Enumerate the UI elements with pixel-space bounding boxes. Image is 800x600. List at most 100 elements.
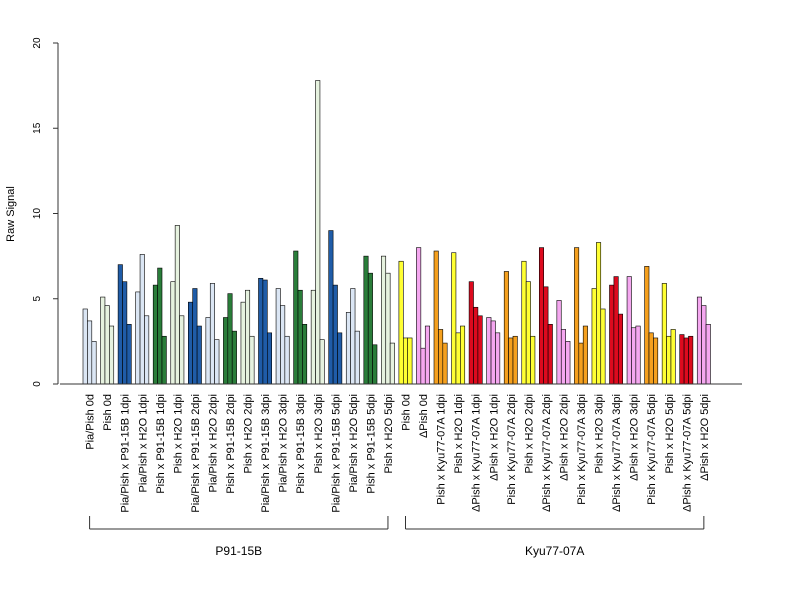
bars — [82, 80, 711, 385]
bar — [223, 317, 229, 385]
category-label: Pish x P91-15B 3dpi — [295, 394, 307, 494]
category-label: Pia/Pish x H2O 3dpi — [278, 394, 290, 492]
bar — [582, 325, 588, 385]
group-label: P91-15B — [215, 544, 262, 558]
bar — [626, 276, 632, 385]
bar — [543, 286, 549, 385]
bar — [280, 305, 286, 385]
bar — [653, 337, 659, 385]
bar — [407, 337, 413, 385]
category-label: ΔPish x Kyu77-07A 1dpi — [471, 394, 483, 512]
bar — [157, 267, 163, 385]
category-label: Pish x H2O 5dpi — [383, 394, 395, 473]
category-label: Pish x H2O 3dpi — [313, 394, 325, 473]
category-label: Pish x Kyu77-07A 1dpi — [436, 394, 448, 505]
category-label: Pish x H2O 2dpi — [523, 394, 535, 473]
bar — [310, 289, 316, 385]
bar — [416, 247, 422, 385]
bar — [161, 335, 167, 385]
category-label: Pish 0d — [102, 394, 114, 431]
bar — [179, 315, 185, 385]
bar — [455, 332, 461, 385]
bar — [350, 288, 356, 385]
bar — [245, 289, 251, 385]
bar — [486, 317, 492, 385]
bar — [468, 281, 474, 385]
bar — [609, 284, 615, 385]
bar — [591, 288, 597, 385]
category-label: ΔPish x H2O 5dpi — [699, 394, 711, 481]
category-label: Pish x Kyu77-07A 2dpi — [506, 394, 518, 505]
bar — [122, 281, 128, 385]
bar — [670, 329, 676, 385]
category-label: ΔPish x H2O 3dpi — [629, 394, 641, 481]
bar — [126, 324, 132, 385]
bar — [135, 291, 141, 385]
bar — [363, 255, 369, 385]
bar — [530, 335, 536, 385]
y-tick-label: 0 — [32, 381, 43, 387]
bar — [284, 335, 290, 385]
y-tick-label: 5 — [32, 296, 43, 302]
bar — [688, 335, 694, 385]
bar — [490, 320, 496, 385]
bar — [438, 329, 444, 385]
bar — [512, 335, 518, 385]
bar — [460, 325, 466, 385]
y-tick-label: 20 — [32, 37, 43, 49]
bar — [495, 332, 501, 385]
bar — [385, 272, 391, 385]
bar — [635, 325, 641, 385]
bar — [367, 272, 373, 385]
bar — [192, 288, 198, 385]
bar — [696, 296, 702, 385]
bar — [398, 260, 404, 385]
category-label: ΔPish x H2O 1dpi — [488, 394, 500, 481]
category-label: Pia/Pish x H2O 2dpi — [207, 394, 219, 492]
bar — [508, 337, 514, 385]
bar — [556, 300, 562, 385]
bar — [521, 260, 527, 385]
category-label: Pish x H2O 5dpi — [664, 394, 676, 473]
bar — [701, 305, 707, 385]
bar — [91, 341, 97, 385]
bar — [424, 325, 430, 385]
bar — [328, 230, 334, 385]
bar — [666, 335, 672, 385]
category-label: Pish x P91-15B 2dpi — [225, 394, 237, 494]
bar — [104, 305, 110, 385]
category-label: Pish x H2O 2dpi — [243, 394, 255, 473]
category-label: ΔPish 0d — [418, 394, 430, 438]
bar — [188, 301, 194, 385]
category-label: ΔPish x Kyu77-07A 2dpi — [541, 394, 553, 512]
group-label: Kyu77-07A — [525, 544, 584, 558]
bar — [381, 255, 387, 385]
category-label: Pish x H2O 1dpi — [453, 394, 465, 473]
bar — [661, 283, 667, 385]
category-label: ΔPish x Kyu77-07A 5dpi — [681, 394, 693, 512]
bar — [249, 335, 255, 385]
bar — [451, 252, 457, 385]
category-label: Pia/Pish 0d — [85, 394, 97, 450]
bar — [644, 266, 650, 385]
bar — [705, 324, 711, 385]
category-label: Pish x H2O 3dpi — [594, 394, 606, 473]
bar — [319, 339, 325, 385]
bar — [679, 334, 685, 385]
bar — [389, 342, 395, 385]
y-tick-label: 15 — [32, 122, 43, 134]
category-label: Pish x Kyu77-07A 3dpi — [576, 394, 588, 505]
bar — [275, 288, 281, 385]
bar — [214, 339, 220, 385]
bar — [565, 341, 571, 385]
bar — [433, 250, 439, 385]
bar — [578, 342, 584, 385]
category-label: Pish x P91-15B 5dpi — [365, 394, 377, 494]
bar — [525, 281, 531, 385]
bar — [473, 306, 479, 385]
category-label: Pish x P91-15B 1dpi — [155, 394, 167, 494]
bar — [227, 293, 233, 385]
bar — [617, 313, 623, 385]
bar — [683, 337, 689, 385]
